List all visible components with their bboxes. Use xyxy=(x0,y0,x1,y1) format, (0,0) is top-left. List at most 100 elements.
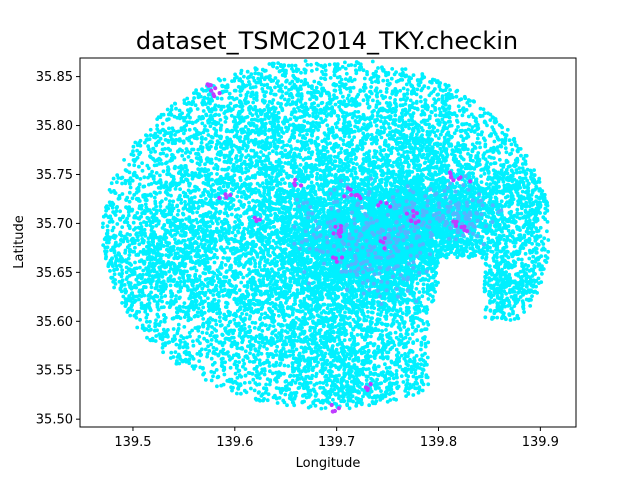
data-point xyxy=(263,132,268,137)
data-point xyxy=(186,155,191,159)
data-point xyxy=(236,387,241,391)
data-point xyxy=(145,134,149,138)
data-point xyxy=(160,121,165,126)
data-point xyxy=(107,188,112,192)
data-point xyxy=(165,107,170,112)
data-point xyxy=(268,74,272,78)
data-point xyxy=(297,133,302,137)
data-point xyxy=(163,147,167,151)
data-point xyxy=(325,383,329,387)
data-point xyxy=(214,328,219,333)
data-point xyxy=(264,382,268,387)
data-point xyxy=(246,127,251,132)
data-point xyxy=(465,101,470,105)
data-point xyxy=(293,380,298,385)
data-point xyxy=(390,110,394,115)
data-point xyxy=(182,325,187,329)
data-point xyxy=(361,394,365,399)
data-point xyxy=(120,225,125,230)
data-point xyxy=(366,314,370,319)
data-point xyxy=(384,328,388,332)
data-point xyxy=(425,355,430,360)
data-point xyxy=(105,224,110,229)
data-point xyxy=(393,330,398,335)
data-point xyxy=(261,181,265,186)
data-point xyxy=(426,382,431,387)
data-point xyxy=(394,347,399,352)
data-point xyxy=(214,163,218,167)
data-point xyxy=(123,168,128,172)
data-point xyxy=(480,235,485,239)
data-point xyxy=(409,158,414,163)
data-point xyxy=(173,164,178,169)
data-point xyxy=(540,264,544,268)
data-point xyxy=(220,343,225,348)
data-point xyxy=(411,393,416,397)
data-point xyxy=(299,70,303,75)
data-point xyxy=(371,98,375,103)
data-point xyxy=(473,146,478,150)
data-point xyxy=(256,76,261,81)
data-point xyxy=(158,208,163,213)
chart-title: dataset_TSMC2014_TKY.checkin xyxy=(136,27,518,55)
data-point xyxy=(518,147,523,151)
data-point xyxy=(151,146,155,151)
data-point xyxy=(507,138,512,143)
data-point xyxy=(394,70,398,74)
data-point xyxy=(171,316,175,321)
data-point xyxy=(141,268,146,273)
data-point xyxy=(376,66,380,70)
data-point xyxy=(277,396,282,400)
data-point xyxy=(370,59,375,64)
data-point xyxy=(264,323,268,328)
data-point xyxy=(334,125,339,130)
data-point xyxy=(179,201,184,205)
data-point xyxy=(218,319,222,324)
data-point xyxy=(502,315,507,320)
data-point xyxy=(291,352,295,357)
data-point xyxy=(164,197,168,201)
data-point xyxy=(365,70,369,74)
data-point xyxy=(219,96,224,101)
data-point xyxy=(215,384,219,389)
data-point xyxy=(147,324,152,329)
data-point xyxy=(245,69,250,74)
data-point xyxy=(314,61,319,66)
data-point xyxy=(184,147,189,151)
data-point xyxy=(234,300,239,305)
data-point xyxy=(158,129,163,134)
data-point xyxy=(211,374,215,379)
data-point xyxy=(411,73,416,77)
data-point xyxy=(125,239,130,244)
data-point xyxy=(114,205,119,210)
data-point xyxy=(158,173,162,178)
data-point xyxy=(436,92,440,97)
data-point xyxy=(232,318,237,322)
data-point xyxy=(347,134,352,139)
data-point xyxy=(292,82,297,87)
data-point xyxy=(182,350,187,355)
data-point xyxy=(291,401,296,405)
data-point xyxy=(545,208,550,213)
data-point xyxy=(201,305,206,310)
data-point xyxy=(165,117,170,122)
data-point xyxy=(303,101,308,106)
data-point xyxy=(331,397,335,402)
data-point xyxy=(193,103,198,108)
data-point xyxy=(379,321,384,326)
data-point xyxy=(151,177,156,181)
data-point xyxy=(496,137,501,142)
data-point xyxy=(134,315,139,320)
data-point xyxy=(277,363,282,367)
data-point xyxy=(404,98,408,103)
data-point xyxy=(443,88,448,92)
data-point xyxy=(235,75,239,80)
data-point xyxy=(156,322,161,327)
data-point xyxy=(296,386,301,390)
data-point xyxy=(356,61,361,66)
data-point xyxy=(405,88,410,92)
data-point xyxy=(314,374,318,379)
data-point xyxy=(386,71,391,75)
data-point xyxy=(175,359,179,363)
data-point xyxy=(306,405,311,410)
